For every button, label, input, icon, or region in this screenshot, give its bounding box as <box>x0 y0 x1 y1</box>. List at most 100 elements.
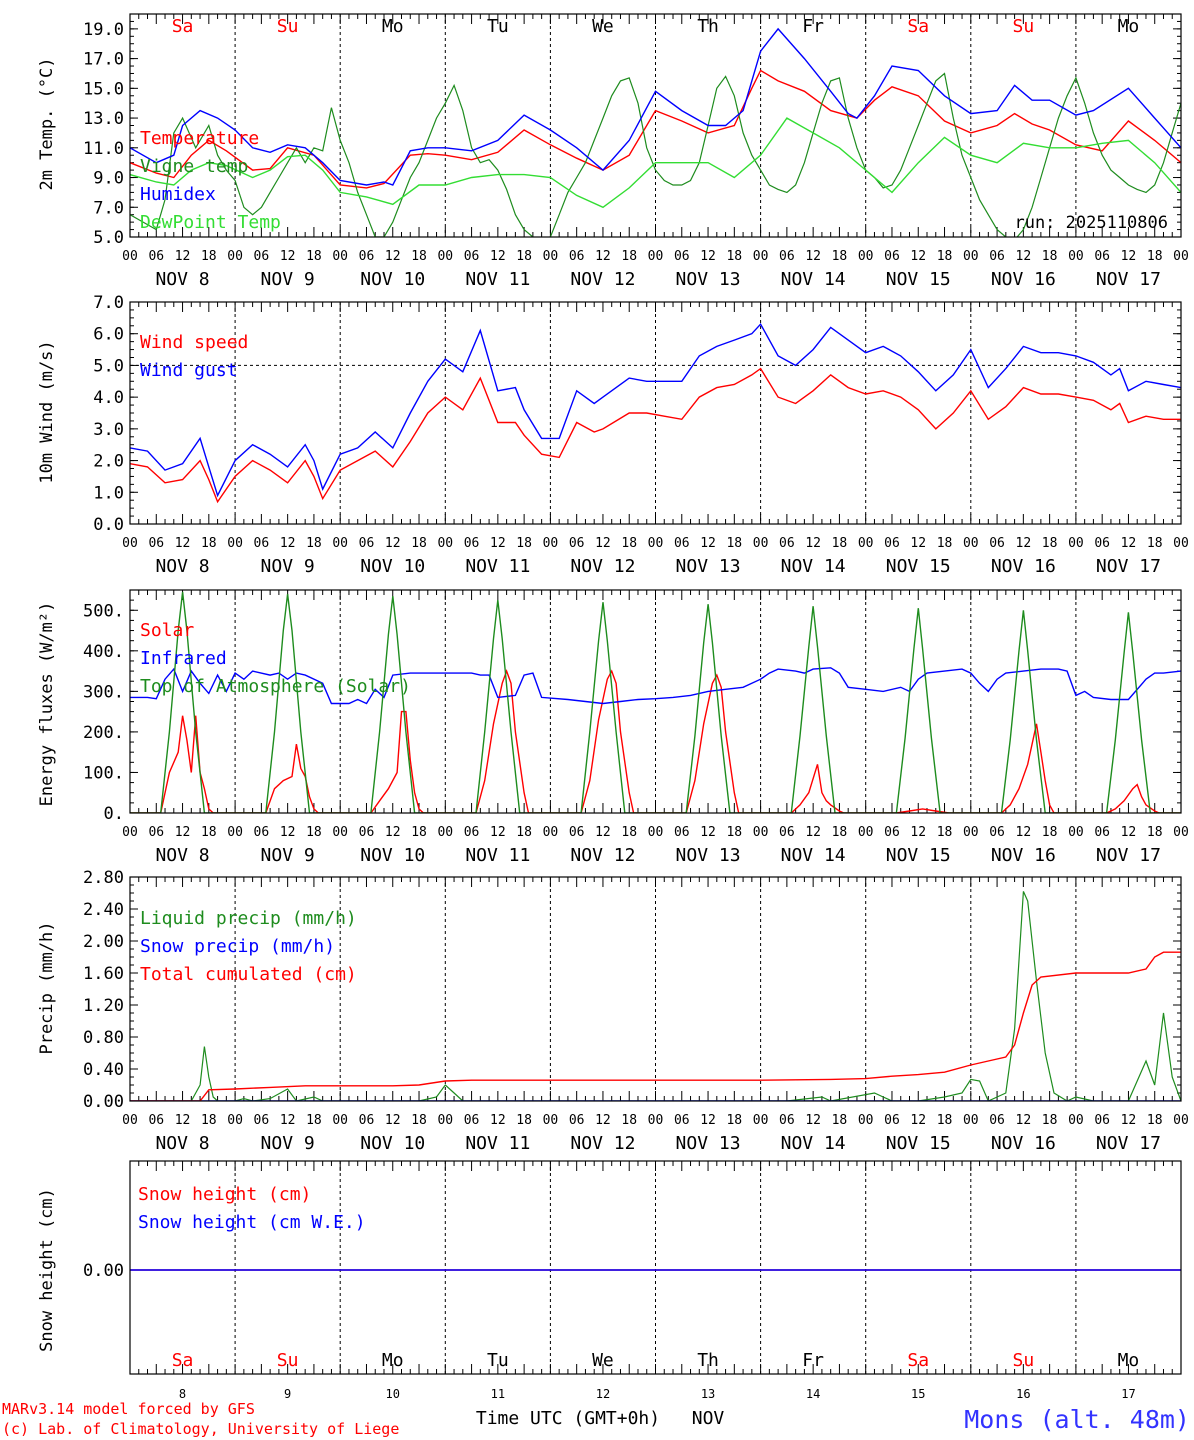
hour-tick-label: 06 <box>464 536 480 551</box>
hour-tick-label: 18 <box>832 1113 848 1128</box>
date-label: NOV 10 <box>360 845 425 866</box>
plot-frame <box>129 301 1182 525</box>
snow-legend-height: Snow height (cm) <box>138 1184 311 1205</box>
hour-tick-label: 00 <box>1173 1113 1189 1128</box>
hour-tick-label: 18 <box>201 1113 217 1128</box>
hour-tick-label: 12 <box>1121 249 1137 264</box>
hour-tick-label: 06 <box>1094 825 1110 840</box>
day-number: 10 <box>386 1387 400 1401</box>
hour-tick-label: 18 <box>832 825 848 840</box>
hour-tick-label: 18 <box>201 249 217 264</box>
day-abbr: Tu <box>487 1350 509 1371</box>
hour-tick-label: 00 <box>437 536 453 551</box>
y-tick-label: 3.0 <box>93 420 124 440</box>
hour-tick-label: 18 <box>1042 1113 1058 1128</box>
date-label: NOV 15 <box>886 556 951 577</box>
hour-tick-label: 06 <box>779 249 795 264</box>
temperature-legend-temperature: Temperature <box>140 128 259 149</box>
y-tick-label: 5.0 <box>93 356 124 376</box>
hour-tick-label: 12 <box>1016 825 1032 840</box>
hour-tick-label: 00 <box>963 825 979 840</box>
date-label: NOV 8 <box>155 1133 209 1154</box>
y-tick-label: 2.0 <box>93 452 124 472</box>
y-tick-label: 17.0 <box>83 50 124 70</box>
hour-tick-label: 00 <box>227 1113 243 1128</box>
hour-tick-label: 12 <box>175 1113 191 1128</box>
hour-tick-label: 00 <box>1173 825 1189 840</box>
hour-tick-label: 12 <box>1121 1113 1137 1128</box>
wind-legend-speed: Wind speed <box>140 332 248 353</box>
hour-tick-label: 00 <box>753 825 769 840</box>
hour-tick-label: 18 <box>411 1113 427 1128</box>
hour-tick-label: 06 <box>884 825 900 840</box>
day-abbr: Mo <box>1118 1350 1140 1371</box>
hour-tick-label: 00 <box>227 249 243 264</box>
hour-tick-label: 06 <box>779 536 795 551</box>
plot-frame <box>129 1160 1182 1375</box>
precip-legend-snow: Snow precip (mm/h) <box>140 936 335 957</box>
hour-tick-label: 06 <box>148 536 164 551</box>
date-label: NOV 11 <box>465 1133 530 1154</box>
date-label: NOV 17 <box>1096 556 1161 577</box>
y-tick-label: 6.0 <box>93 325 124 345</box>
day-number: 14 <box>806 1387 820 1401</box>
series-group <box>130 891 1181 1101</box>
hour-tick-label: 06 <box>359 536 375 551</box>
energy-panel: 0. 100. 200. 300. 400. 500. 00 06 12 18 NOV 8 00 06 1… <box>83 589 1189 866</box>
day-abbr: Su <box>277 16 299 37</box>
hour-tick-label: 06 <box>569 825 585 840</box>
hour-tick-label: 18 <box>832 249 848 264</box>
date-label: NOV 9 <box>261 269 315 290</box>
date-label: NOV 16 <box>991 845 1056 866</box>
hour-tick-label: 00 <box>332 825 348 840</box>
hour-tick-label: 06 <box>148 825 164 840</box>
date-label: NOV 14 <box>781 845 846 866</box>
date-label: NOV 15 <box>886 845 951 866</box>
hour-tick-label: 12 <box>700 1113 716 1128</box>
hour-tick-label: 06 <box>779 825 795 840</box>
series-line <box>130 891 1181 1101</box>
hour-tick-label: 18 <box>201 825 217 840</box>
hour-tick-label: 06 <box>359 249 375 264</box>
y-tick-label: 200. <box>83 723 124 743</box>
wind-legend-gust: Wind gust <box>140 360 238 381</box>
hour-tick-label: 00 <box>332 1113 348 1128</box>
day-number: 15 <box>911 1387 925 1401</box>
day-number: 11 <box>491 1387 505 1401</box>
hour-tick-label: 18 <box>937 1113 953 1128</box>
hour-tick-label: 12 <box>280 249 296 264</box>
day-abbr: Su <box>277 1350 299 1371</box>
day-abbr: Th <box>697 16 719 37</box>
day-abbr: Mo <box>382 1350 404 1371</box>
hour-tick-label: 18 <box>306 536 322 551</box>
hour-tick-label: 06 <box>674 249 690 264</box>
precip-panel: 0.00 0.40 0.80 1.20 1.60 2.00 2.40 2.80 00 06 12 18… <box>83 868 1189 1154</box>
hour-tick-label: 12 <box>910 825 926 840</box>
hour-tick-label: 12 <box>805 1113 821 1128</box>
hour-tick-label: 12 <box>700 825 716 840</box>
hour-tick-label: 06 <box>464 825 480 840</box>
hour-tick-label: 06 <box>464 1113 480 1128</box>
y-tick-label: 0.40 <box>83 1060 124 1080</box>
hour-tick-label: 06 <box>989 249 1005 264</box>
y-tick-label: 500. <box>83 601 124 621</box>
date-label: NOV 9 <box>261 556 315 577</box>
y-tick-label: 0.00 <box>83 1261 124 1281</box>
plot-frame <box>129 13 1182 238</box>
hour-tick-label: 00 <box>227 536 243 551</box>
hour-tick-label: 18 <box>411 249 427 264</box>
date-label: NOV 9 <box>261 1133 315 1154</box>
hour-tick-label: 18 <box>306 1113 322 1128</box>
y-tick-label: 0.80 <box>83 1028 124 1048</box>
hour-tick-label: 12 <box>280 825 296 840</box>
series-group <box>130 27 1181 237</box>
hour-tick-label: 12 <box>700 536 716 551</box>
hour-tick-label: 06 <box>884 536 900 551</box>
hour-tick-label: 18 <box>516 825 532 840</box>
hour-tick-label: 06 <box>989 1113 1005 1128</box>
hour-tick-label: 12 <box>910 1113 926 1128</box>
hour-tick-label: 06 <box>989 825 1005 840</box>
hour-tick-label: 00 <box>1068 825 1084 840</box>
hour-tick-label: 00 <box>858 536 874 551</box>
